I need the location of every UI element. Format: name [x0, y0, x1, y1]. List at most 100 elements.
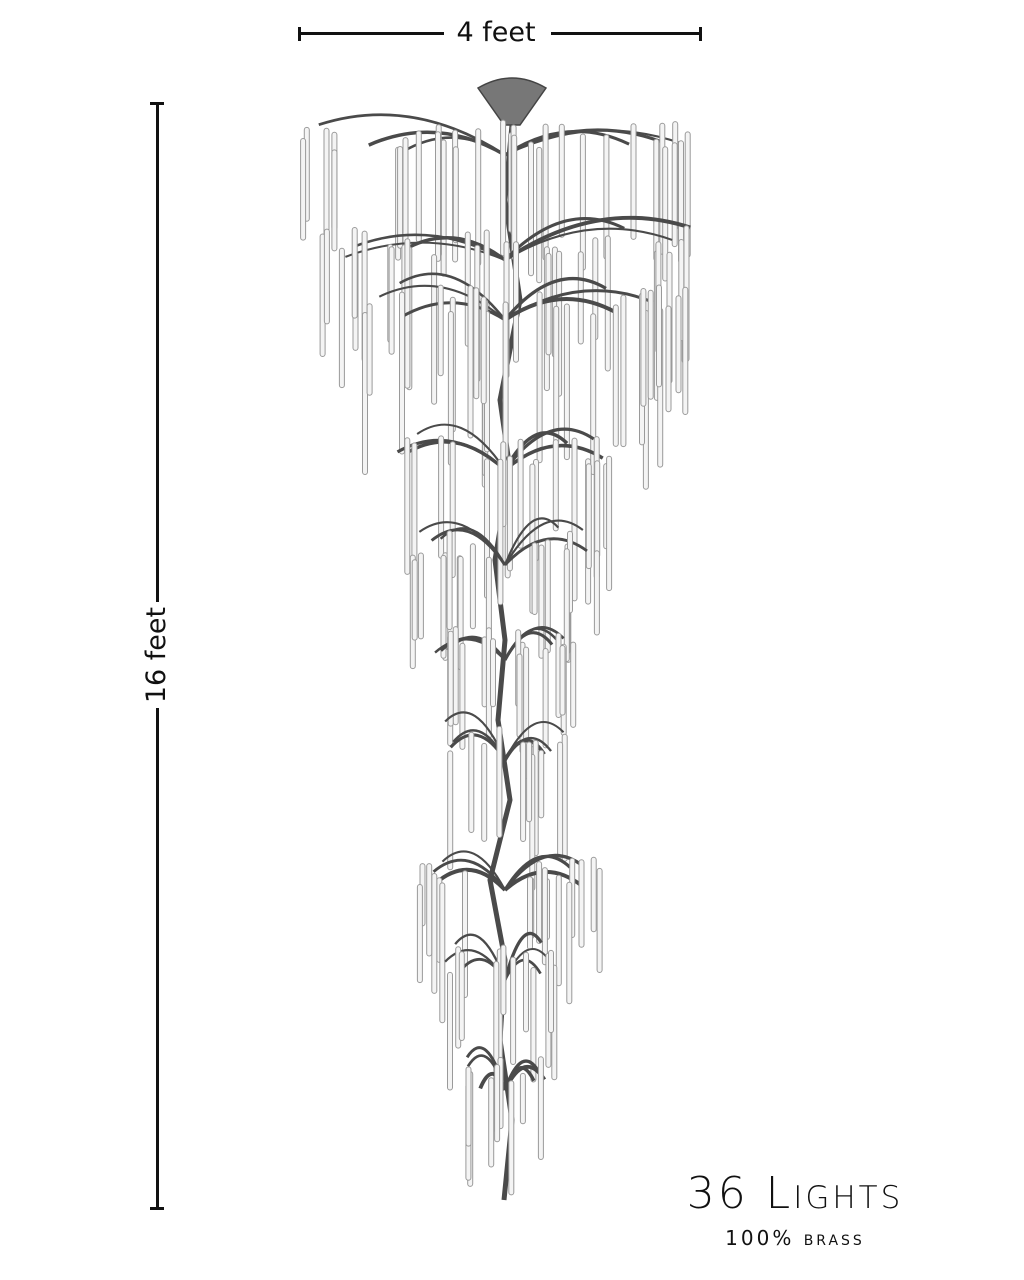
- branch: [503, 537, 588, 566]
- height-label: 16 feet: [141, 606, 172, 704]
- branch: [503, 1066, 536, 1091]
- crystal-drop: [558, 123, 565, 238]
- crystal-drop: [500, 944, 507, 1016]
- product-material: 100% brass: [725, 1226, 865, 1250]
- crystal-drop: [447, 750, 454, 871]
- crystal-drop: [458, 951, 465, 1041]
- crystal-drop: [481, 742, 488, 842]
- crystal-drop: [620, 294, 627, 448]
- crystal-drop: [647, 289, 654, 400]
- crystal-drop: [590, 313, 597, 476]
- crystal-drop: [404, 437, 411, 575]
- crystal-drop: [538, 749, 545, 819]
- crystal-drop: [553, 305, 560, 445]
- crystal-drop: [488, 1077, 495, 1168]
- crystal-drop: [682, 286, 689, 415]
- crystal-drop: [437, 284, 444, 377]
- crystal-drop: [416, 884, 423, 984]
- crystal-drop: [579, 133, 586, 271]
- crystal-drop: [544, 539, 551, 654]
- crystal-drop: [490, 638, 496, 708]
- branch: [441, 850, 506, 891]
- crystal-drop: [351, 227, 358, 319]
- crystal-drop: [545, 252, 552, 356]
- crystal-drop: [459, 642, 466, 750]
- crystal-drop: [500, 119, 507, 257]
- crystal-drop: [531, 542, 538, 615]
- crystal-drop: [468, 731, 475, 833]
- crystal-drop: [508, 1080, 515, 1196]
- branch: [416, 423, 506, 471]
- branch: [434, 867, 507, 892]
- crystal-drop: [662, 146, 669, 282]
- branch: [318, 113, 506, 157]
- branch: [503, 931, 543, 981]
- crystal-drop: [548, 949, 554, 1034]
- crystal-drop: [510, 956, 517, 1065]
- crystal-drop: [537, 1056, 544, 1160]
- crystal-drop: [555, 874, 562, 987]
- crystal-drop: [604, 235, 611, 372]
- crystal-drop: [323, 228, 330, 325]
- crystal-drop: [527, 876, 533, 951]
- height-dimension-line-top: [156, 102, 159, 602]
- crystal-drop: [665, 305, 672, 413]
- width-dimension-line-right: [551, 32, 701, 35]
- branch: [503, 427, 595, 471]
- branch: [504, 289, 654, 322]
- branch: [503, 276, 607, 322]
- crystal-drop: [331, 149, 338, 252]
- crystal-drop: [585, 463, 592, 570]
- branch: [503, 631, 554, 661]
- crystal-drop: [338, 247, 345, 389]
- branch: [504, 519, 584, 566]
- crystal-drop: [435, 131, 441, 262]
- crystal-drop: [431, 873, 438, 994]
- crystal-drop: [440, 554, 447, 659]
- crystal-drop: [671, 142, 678, 248]
- crystal-drop: [439, 882, 446, 1024]
- crystal-drop: [536, 146, 543, 284]
- crystal-drop: [397, 146, 404, 249]
- crystal-drop: [323, 127, 330, 247]
- crystal-drop: [536, 861, 543, 944]
- crystal-drop: [538, 544, 545, 659]
- branch: [399, 272, 506, 321]
- crystal-drop: [438, 435, 445, 559]
- crystal-drop: [467, 285, 474, 439]
- crystal-drop: [566, 881, 573, 1005]
- branch: [504, 227, 673, 261]
- crystal-drop: [494, 1064, 501, 1143]
- height-dimension-end-tick: [150, 1207, 164, 1210]
- branch: [504, 721, 565, 761]
- canopy: [476, 77, 548, 126]
- crystal-drop: [447, 971, 453, 1091]
- crystal-drop: [594, 460, 601, 559]
- height-dimension-line-bottom: [156, 708, 159, 1208]
- crystal-drop: [399, 291, 405, 455]
- crystal-drop: [513, 241, 519, 363]
- crystal-drop: [446, 530, 453, 631]
- crystal-drop: [506, 455, 513, 572]
- branch: [504, 129, 681, 156]
- crystal-drop: [526, 741, 533, 823]
- crystal-drop: [542, 648, 549, 749]
- width-label: 4 feet: [456, 17, 536, 48]
- crystal-drop: [480, 296, 487, 405]
- crystal-drop: [469, 543, 476, 630]
- crystal-drop: [570, 641, 577, 728]
- crystal-drop: [465, 1066, 472, 1147]
- crystal-drop: [656, 284, 662, 388]
- crystal-drop: [417, 552, 424, 640]
- branch: [401, 236, 507, 262]
- crystal-drop: [536, 291, 543, 464]
- crystal-drop: [300, 138, 307, 241]
- product-title: 36 Lights: [686, 1168, 904, 1219]
- crystal-drop: [630, 123, 637, 240]
- crystal-drop: [502, 301, 509, 458]
- crystal-drop: [541, 867, 548, 966]
- crystal-drop: [452, 146, 459, 244]
- crystal-drop: [606, 455, 613, 592]
- crystal-drop: [563, 303, 570, 461]
- crystal-drop: [388, 246, 395, 355]
